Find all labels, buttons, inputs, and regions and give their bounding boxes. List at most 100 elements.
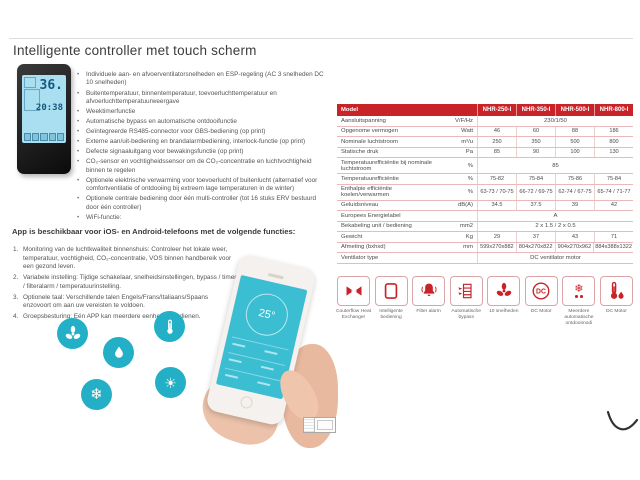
spec-value: 63-73 / 70-75 xyxy=(477,184,516,200)
feature-icon-label: Intelligente bediening xyxy=(379,308,403,320)
controller-button xyxy=(24,133,32,141)
bullet-marker xyxy=(77,138,86,146)
phone-temp-value: 25° xyxy=(257,306,277,323)
bullet-text: Automatische bypass en automatische ontd… xyxy=(86,118,237,126)
controller-button xyxy=(40,133,48,141)
spec-label: Bekabeling unit / bediening xyxy=(341,223,412,230)
app-item-text: Variabele instelling: Tijdige schakelaar… xyxy=(23,274,237,290)
spec-label: Aansluitspanning xyxy=(341,117,386,124)
controller-button xyxy=(48,133,56,141)
bullet-marker xyxy=(77,128,86,136)
fan-icon xyxy=(57,318,88,349)
bullet-text: WiFi-functie: xyxy=(86,213,122,221)
spec-label: Ventilator type xyxy=(341,254,379,261)
spec-label: Europees Energielabel xyxy=(341,212,401,219)
feature-bullet: Automatische bypass en automatische ontd… xyxy=(77,118,329,126)
bullet-text: Buitentemperatuur, binnentemperatuur, to… xyxy=(86,89,277,105)
feature-bullet: Geïntegreerde RS485-connector voor GBS-b… xyxy=(77,128,329,136)
spec-value: 90 xyxy=(516,147,555,157)
table-header-model: Model xyxy=(341,107,359,113)
bypass-icon xyxy=(449,276,483,306)
bullet-marker xyxy=(77,177,86,194)
feature-icon-label: Couterflow Heat Exchanger xyxy=(335,308,372,320)
svg-text:DC: DC xyxy=(536,289,546,296)
bullet-marker xyxy=(77,108,86,116)
spec-value: 75-82 xyxy=(477,174,516,184)
mini-unit-diagram xyxy=(303,417,336,433)
spec-value: 34.5 xyxy=(477,200,516,210)
feature-icon-card: Intelligente bediening xyxy=(374,276,408,327)
feature-bullet: Weektimerfunctie xyxy=(77,108,329,116)
feature-bullet-list: Individuele aan- en afvoerventilatorsnel… xyxy=(77,71,329,224)
spec-value: 85 xyxy=(477,147,516,157)
thermometer-drop-icon xyxy=(599,276,633,306)
spec-value: 88 xyxy=(555,126,594,136)
spec-value: 71 xyxy=(594,232,633,242)
mini-diagram-left xyxy=(304,418,316,432)
feature-icon-card: DC Motor xyxy=(599,276,633,327)
spec-label: Nominale luchtstroom xyxy=(341,138,398,145)
feature-bullet: Optionele elektrische verwarming voor to… xyxy=(77,177,329,194)
spec-unit xyxy=(441,253,477,263)
table-row: Temperatuurefficiëntie% 75-82 75-84 75-86 75… xyxy=(337,174,633,185)
controller-buttons xyxy=(24,133,65,141)
spec-label: Opgenome vermogen xyxy=(341,128,398,135)
feature-icon-row: Couterflow Heat Exchanger Intelligente be… xyxy=(335,276,633,327)
table-row: Temperatuurefficiëntie bij nominale luch… xyxy=(337,158,633,174)
bullet-marker xyxy=(77,71,86,88)
spec-unit: mm2 xyxy=(459,223,473,230)
table-header-model-name: NHR-250-I xyxy=(477,104,516,116)
spec-value: 130 xyxy=(594,147,633,157)
touch-panel-icon xyxy=(374,276,408,306)
spec-unit: Watt xyxy=(461,128,473,135)
spec-unit: V/F/Hz xyxy=(455,117,473,124)
spec-unit: m³/u xyxy=(461,138,473,145)
spec-value-span: A xyxy=(477,211,633,221)
bullet-text: Individuele aan- en afvoerventilatorsnel… xyxy=(86,71,324,87)
feature-icon-card: ❄ Meerdere automatische ontdooimodi xyxy=(562,276,596,327)
spec-unit: Pa xyxy=(465,149,473,156)
bullet-marker xyxy=(77,148,86,156)
dc-motor-icon: DC xyxy=(524,276,558,306)
bell-icon xyxy=(412,276,446,306)
spec-value: 75-84 xyxy=(516,174,555,184)
fan-icon xyxy=(487,276,521,306)
spec-value: 37.5 xyxy=(516,200,555,210)
spec-value: 904x270x962 xyxy=(554,242,594,252)
app-list-item: 3. Optionele taal: Verschillende talen En… xyxy=(13,294,237,311)
decorative-curve xyxy=(606,410,639,431)
feature-icon-card: 10 snelheden xyxy=(487,276,521,327)
bullet-marker xyxy=(77,195,86,212)
controller-button xyxy=(32,133,40,141)
spec-label: Enthalpie efficiëntie koelen/verwarmen xyxy=(341,186,392,198)
feature-icon-label: Meerdere automatische ontdooimodi xyxy=(564,308,594,326)
app-list-item: 1. Monitoring van de luchtkwaliteit binne… xyxy=(13,246,237,272)
heat-exchanger-icon xyxy=(337,276,370,306)
feature-bullet: Individuele aan- en afvoerventilatorsnel… xyxy=(77,71,329,88)
controller-button xyxy=(56,133,65,141)
bullet-text: Externe aan/uit-bediening en brandalarmb… xyxy=(86,138,306,146)
spec-value: 66-72 / 69-75 xyxy=(516,184,555,200)
spec-unit: mm xyxy=(463,244,473,251)
feature-icon-card: Couterflow Heat Exchanger xyxy=(335,276,372,327)
controller-screen: 36. 20:38 xyxy=(22,75,66,143)
spec-value: 350 xyxy=(516,137,555,147)
defrost-icon: ❄ xyxy=(562,276,596,306)
spec-value-span: 2 x 1.5 / 2 x 0.5 xyxy=(477,221,633,231)
table-header-model-name: NHR-500-I xyxy=(555,104,594,116)
app-section-intro: App is beschikbaar voor iOS- en Android-… xyxy=(12,227,296,236)
table-row: Opgenome vermogen Watt 46 60 88 186 xyxy=(337,126,633,137)
feature-icon-label: 10 snelheden xyxy=(489,308,519,314)
feature-icon-card: DC DC Motor xyxy=(524,276,558,327)
spec-unit: % xyxy=(467,189,473,195)
feature-bullet: CO₂-sensor en vochtigheidssensor om de C… xyxy=(77,158,329,175)
spec-value: 29 xyxy=(477,232,516,242)
bullet-marker xyxy=(77,118,86,126)
spec-value: 186 xyxy=(594,126,633,136)
spec-value: 62-74 / 67-75 xyxy=(555,184,594,200)
spec-unit: % xyxy=(467,162,473,169)
controller-time-readout: 20:38 xyxy=(35,103,63,113)
feature-bullet: Externe aan/uit-bediening en brandalarmb… xyxy=(77,138,329,146)
spec-value: 75-86 xyxy=(555,174,594,184)
screen-segment xyxy=(24,77,36,88)
